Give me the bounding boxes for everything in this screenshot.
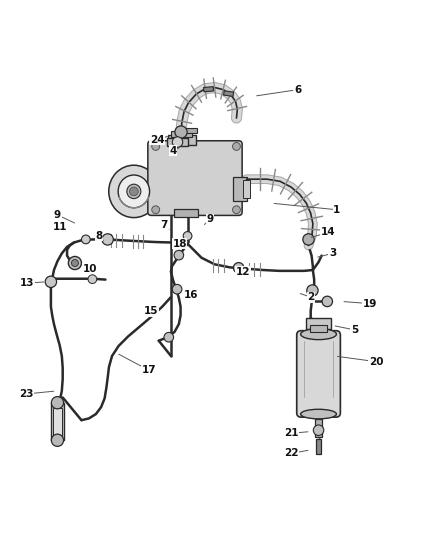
Text: 10: 10 (83, 264, 97, 273)
Circle shape (233, 263, 244, 273)
Circle shape (175, 126, 187, 138)
Text: 13: 13 (20, 278, 34, 288)
Circle shape (303, 234, 314, 245)
Text: 6: 6 (294, 85, 301, 95)
Text: 1: 1 (333, 205, 340, 215)
Text: 23: 23 (19, 389, 33, 399)
Circle shape (51, 434, 64, 446)
Circle shape (152, 142, 159, 150)
Text: 7: 7 (161, 220, 168, 230)
Circle shape (45, 276, 57, 287)
Text: 2: 2 (307, 292, 314, 302)
Circle shape (88, 275, 97, 284)
Bar (243, 180, 251, 198)
Text: 11: 11 (53, 222, 67, 232)
Circle shape (322, 296, 332, 306)
Text: 22: 22 (284, 448, 298, 458)
Circle shape (68, 256, 81, 270)
Circle shape (51, 397, 64, 409)
Text: 4: 4 (170, 146, 177, 156)
Text: 16: 16 (184, 290, 198, 300)
Bar (310, 325, 327, 332)
Text: 15: 15 (144, 306, 159, 316)
FancyBboxPatch shape (148, 141, 242, 215)
Circle shape (152, 206, 159, 214)
Bar (171, 131, 192, 138)
Circle shape (307, 285, 318, 296)
Bar (168, 135, 196, 144)
Ellipse shape (300, 329, 336, 340)
Text: 9: 9 (54, 210, 61, 220)
Text: 17: 17 (142, 366, 156, 375)
Bar (167, 138, 188, 147)
Circle shape (174, 251, 184, 260)
Text: 14: 14 (321, 228, 336, 237)
Ellipse shape (109, 165, 159, 217)
Text: 3: 3 (329, 248, 336, 259)
Text: 5: 5 (351, 325, 358, 335)
Text: 12: 12 (236, 266, 250, 277)
Bar (53, 408, 62, 434)
Circle shape (102, 234, 113, 245)
Ellipse shape (118, 175, 150, 208)
Circle shape (164, 333, 173, 342)
Ellipse shape (300, 409, 336, 419)
Bar (223, 91, 233, 96)
Circle shape (313, 425, 324, 435)
Circle shape (71, 260, 78, 266)
Circle shape (172, 285, 182, 294)
Text: 18: 18 (173, 239, 187, 249)
Text: 9: 9 (207, 214, 214, 224)
Circle shape (233, 142, 240, 150)
Bar (316, 439, 321, 454)
Bar (314, 419, 322, 437)
Circle shape (183, 231, 192, 240)
Circle shape (233, 206, 240, 214)
Bar (174, 209, 198, 217)
Bar (233, 177, 247, 201)
Text: 20: 20 (369, 357, 383, 367)
Circle shape (81, 235, 90, 244)
Bar (184, 128, 197, 133)
Circle shape (130, 187, 138, 196)
Ellipse shape (127, 184, 141, 199)
Bar (204, 87, 213, 92)
Circle shape (172, 137, 183, 147)
Text: 21: 21 (284, 429, 298, 438)
Text: 24: 24 (150, 135, 164, 145)
Text: 8: 8 (95, 231, 102, 241)
Bar (51, 403, 64, 440)
Text: 19: 19 (362, 298, 377, 309)
FancyBboxPatch shape (297, 330, 340, 417)
Bar (306, 318, 331, 329)
